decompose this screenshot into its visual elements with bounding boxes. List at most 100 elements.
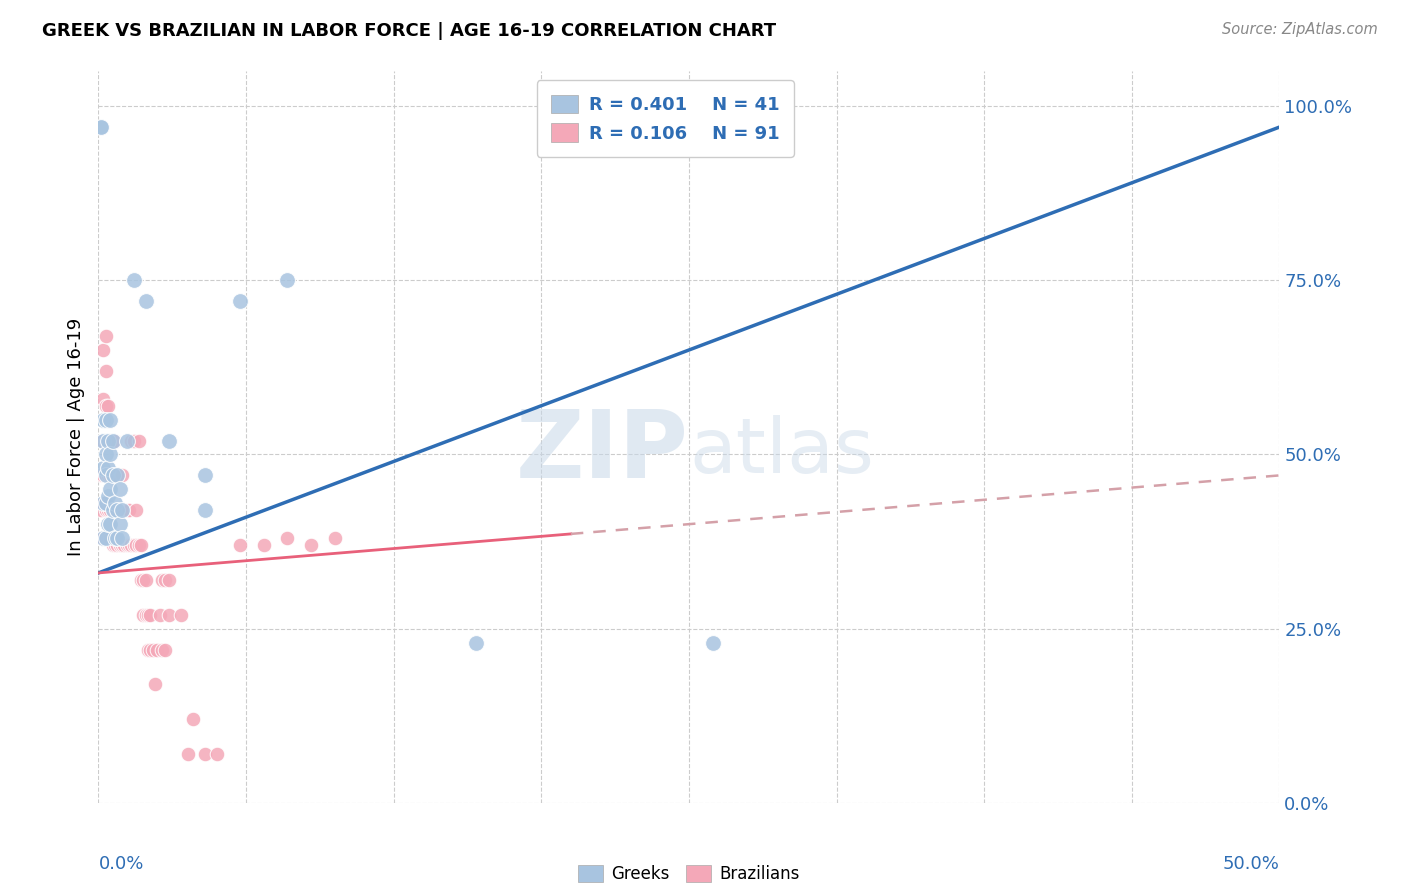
Point [97,399,120,413]
Point [135,294,157,309]
Point [229,538,252,552]
Point [146,642,169,657]
Y-axis label: In Labor Force | Age 16-19: In Labor Force | Age 16-19 [67,318,86,557]
Point [194,747,217,761]
Point [94,468,117,483]
Point [153,573,176,587]
Point [97,434,120,448]
Point [101,503,124,517]
Point [97,461,120,475]
Point [115,503,138,517]
Point [323,531,346,545]
Point [135,607,157,622]
Text: 50.0%: 50.0% [1223,855,1279,873]
Point [91,434,114,448]
Point [205,747,228,761]
Point [276,273,298,287]
Text: 0.0%: 0.0% [98,855,143,873]
Point [111,503,134,517]
Point [91,392,114,406]
Point [94,468,117,483]
Point [122,273,145,287]
Point [101,434,124,448]
Point [104,538,127,552]
Point [97,517,120,532]
Point [111,503,134,517]
Point [104,468,127,483]
Point [112,503,135,517]
Point [104,434,127,448]
Point [105,468,128,483]
Point [132,607,155,622]
Point [702,635,724,649]
Point [91,496,114,510]
Point [94,399,117,413]
Point [91,434,114,448]
Legend: R = 0.401    N = 41, R = 0.106    N = 91: R = 0.401 N = 41, R = 0.106 N = 91 [537,80,794,157]
Point [94,448,117,462]
Point [139,642,162,657]
Point [125,503,148,517]
Point [94,531,117,545]
Text: GREEK VS BRAZILIAN IN LABOR FORCE | AGE 16-19 CORRELATION CHART: GREEK VS BRAZILIAN IN LABOR FORCE | AGE … [42,22,776,40]
Point [121,434,143,448]
Point [122,538,145,552]
Point [98,503,121,517]
Point [136,607,159,622]
Point [97,434,120,448]
Point [98,412,121,426]
Point [112,538,135,552]
Point [181,712,204,726]
Point [108,483,131,497]
Point [91,531,114,545]
Point [97,531,120,545]
Point [90,531,112,545]
Point [101,538,124,552]
Point [105,531,128,545]
Point [98,468,121,483]
Point [91,496,114,510]
Point [98,517,121,532]
Point [253,538,276,552]
Point [94,412,117,426]
Point [104,503,127,517]
Point [91,461,114,475]
Point [104,531,127,545]
Point [94,434,117,448]
Point [101,468,124,483]
Point [91,468,114,483]
Point [121,538,143,552]
Point [128,538,150,552]
Point [90,503,112,517]
Point [129,573,152,587]
Point [132,573,155,587]
Point [229,294,252,309]
Text: ZIP: ZIP [516,406,689,498]
Point [157,434,180,448]
Point [97,489,120,503]
Point [135,573,157,587]
Point [115,434,138,448]
Point [111,468,134,483]
Point [91,343,114,357]
Point [91,412,114,426]
Point [94,496,117,510]
Point [118,503,141,517]
Point [177,747,200,761]
Point [118,538,141,552]
Point [98,531,121,545]
Point [105,503,128,517]
Point [465,635,488,649]
Point [122,434,145,448]
Point [125,538,148,552]
Point [97,468,120,483]
Point [157,607,180,622]
Point [143,677,166,691]
Text: Source: ZipAtlas.com: Source: ZipAtlas.com [1222,22,1378,37]
Point [98,434,121,448]
Point [194,503,217,517]
Point [129,538,152,552]
Point [98,483,121,497]
Point [150,642,173,657]
Point [276,531,298,545]
